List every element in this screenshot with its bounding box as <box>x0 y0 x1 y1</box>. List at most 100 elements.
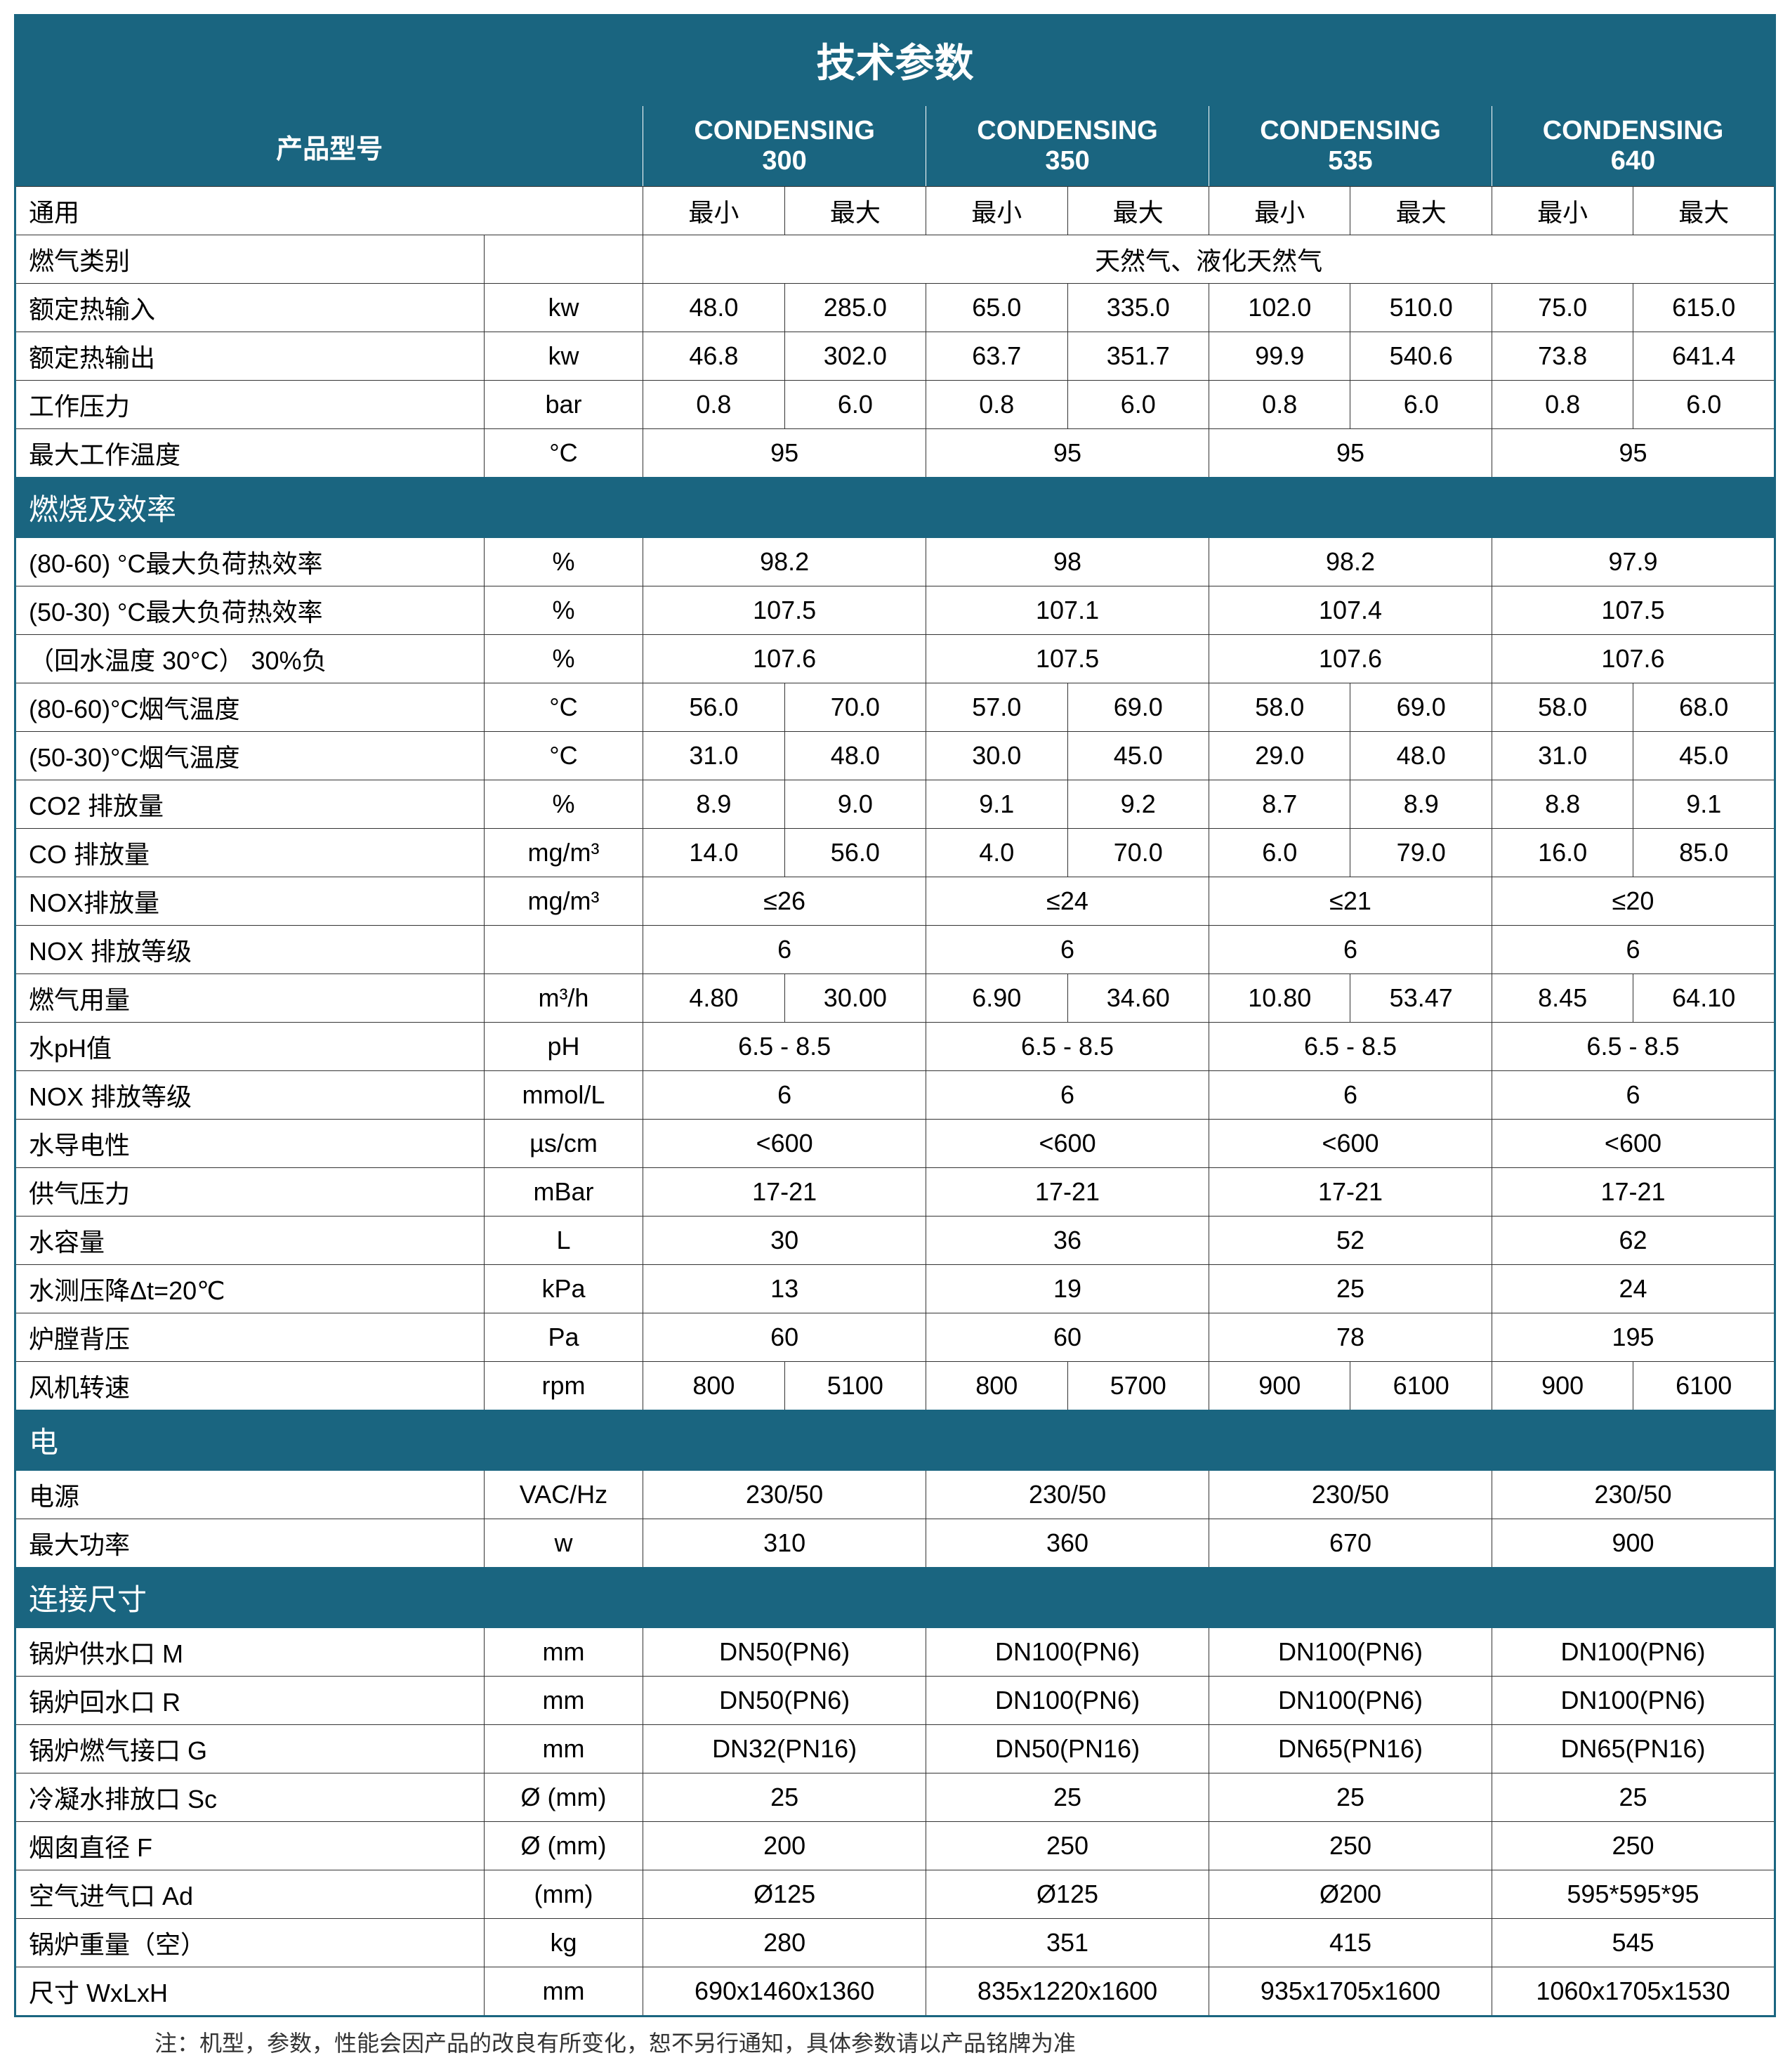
row-value: 30.0 <box>926 732 1067 780</box>
row-value: 8.9 <box>1350 780 1492 829</box>
row-value: 16.0 <box>1492 829 1633 877</box>
row-value: 64.10 <box>1633 974 1775 1023</box>
row-value: 510.0 <box>1350 284 1492 332</box>
row-value: 107.6 <box>643 635 926 683</box>
row-value: 230/50 <box>926 1470 1209 1519</box>
row-value: 9.1 <box>1633 780 1775 829</box>
row-value: 17-21 <box>1209 1168 1492 1217</box>
data-row: 锅炉供水口 MmmDN50(PN6)DN100(PN6)DN100(PN6)DN… <box>15 1627 1775 1677</box>
row-value: 200 <box>643 1822 926 1870</box>
row-value: DN50(PN6) <box>643 1677 926 1725</box>
footnote: 注：机型，参数，性能会因产品的改良有所变化，恕不另行通知，具体参数请以产品铭牌为… <box>14 2026 1776 2058</box>
row-value: 48.0 <box>643 284 784 332</box>
row-value: Ø125 <box>926 1870 1209 1919</box>
row-label: 炉膛背压 <box>15 1313 485 1362</box>
row-unit: Ø (mm) <box>484 1822 643 1870</box>
row-value: 98.2 <box>643 537 926 586</box>
row-label: 燃气用量 <box>15 974 485 1023</box>
row-label: 水导电性 <box>15 1120 485 1168</box>
row-value: DN100(PN6) <box>1492 1627 1775 1677</box>
data-row: 最大功率w310360670900 <box>15 1519 1775 1568</box>
row-label: 风机转速 <box>15 1362 485 1411</box>
row-value: <600 <box>926 1120 1209 1168</box>
row-value: 36 <box>926 1217 1209 1265</box>
general-label: 通用 <box>15 187 643 235</box>
row-value: 58.0 <box>1492 683 1633 732</box>
row-value: 935x1705x1600 <box>1209 1967 1492 2017</box>
row-value: 95 <box>1209 429 1492 478</box>
row-value: 6 <box>926 1071 1209 1120</box>
row-value: 8.9 <box>643 780 784 829</box>
row-value: DN50(PN16) <box>926 1725 1209 1773</box>
row-value: 95 <box>1492 429 1775 478</box>
row-value: 6 <box>1209 926 1492 974</box>
row-unit: Ø (mm) <box>484 1773 643 1822</box>
row-value: <600 <box>643 1120 926 1168</box>
row-value: DN100(PN6) <box>1209 1627 1492 1677</box>
row-value: 70.0 <box>784 683 926 732</box>
row-label: NOX 排放等级 <box>15 926 485 974</box>
data-row: 水导电性µs/cm<600<600<600<600 <box>15 1120 1775 1168</box>
row-value: 6.0 <box>1633 381 1775 429</box>
row-value: 9.1 <box>926 780 1067 829</box>
row-label: （回水温度 30°C） 30%负 <box>15 635 485 683</box>
row-value: 70.0 <box>1067 829 1209 877</box>
row-value: 17-21 <box>926 1168 1209 1217</box>
row-value: 57.0 <box>926 683 1067 732</box>
table-title: 技术参数 <box>15 15 1775 105</box>
row-value: 107.5 <box>1492 586 1775 635</box>
row-value: 46.8 <box>643 332 784 381</box>
gas-type-value: 天然气、液化天然气 <box>643 235 1775 284</box>
row-value: 98 <box>926 537 1209 586</box>
row-value: 60 <box>926 1313 1209 1362</box>
row-value: 85.0 <box>1633 829 1775 877</box>
row-label: (50-30)°C烟气温度 <box>15 732 485 780</box>
row-unit: (mm) <box>484 1870 643 1919</box>
min-label: 最小 <box>926 187 1067 235</box>
row-value: DN65(PN16) <box>1209 1725 1492 1773</box>
row-value: 98.2 <box>1209 537 1492 586</box>
minmax-row: 通用最小最大最小最大最小最大最小最大 <box>15 187 1775 235</box>
row-unit: % <box>484 780 643 829</box>
section-elec-label: 电 <box>15 1411 1775 1470</box>
row-value: 24 <box>1492 1265 1775 1313</box>
data-row: NOX 排放等级6666 <box>15 926 1775 974</box>
row-value: 6.0 <box>1209 829 1350 877</box>
row-value: 310 <box>643 1519 926 1568</box>
row-value: 351.7 <box>1067 332 1209 381</box>
row-label: 工作压力 <box>15 381 485 429</box>
row-value: 14.0 <box>643 829 784 877</box>
row-value: 900 <box>1492 1519 1775 1568</box>
row-value: 30 <box>643 1217 926 1265</box>
row-value: 6.90 <box>926 974 1067 1023</box>
row-value: 195 <box>1492 1313 1775 1362</box>
row-value: DN100(PN6) <box>1492 1677 1775 1725</box>
row-unit: µs/cm <box>484 1120 643 1168</box>
row-value: ≤26 <box>643 877 926 926</box>
row-value: 335.0 <box>1067 284 1209 332</box>
row-value: 6 <box>643 1071 926 1120</box>
row-label: 冷凝水排放口 Sc <box>15 1773 485 1822</box>
data-row: 水pH值pH6.5 - 8.56.5 - 8.56.5 - 8.56.5 - 8… <box>15 1023 1775 1071</box>
row-value: 9.2 <box>1067 780 1209 829</box>
row-value: 900 <box>1209 1362 1350 1411</box>
row-value: 107.1 <box>926 586 1209 635</box>
row-unit <box>484 926 643 974</box>
row-value: 13 <box>643 1265 926 1313</box>
row-value: 230/50 <box>1492 1470 1775 1519</box>
row-value: 9.0 <box>784 780 926 829</box>
max-label: 最大 <box>1633 187 1775 235</box>
row-label: 尺寸 WxLxH <box>15 1967 485 2017</box>
row-label: (80-60) °C最大负荷热效率 <box>15 537 485 586</box>
row-value: DN100(PN6) <box>1209 1677 1492 1725</box>
row-value: 78 <box>1209 1313 1492 1362</box>
data-row: 烟囱直径 FØ (mm)200250250250 <box>15 1822 1775 1870</box>
data-row: 空气进气口 Ad(mm)Ø125Ø125Ø200595*595*95 <box>15 1870 1775 1919</box>
row-value: 0.8 <box>643 381 784 429</box>
row-value: DN100(PN6) <box>926 1627 1209 1677</box>
row-value: 25 <box>1209 1773 1492 1822</box>
row-unit: kw <box>484 332 643 381</box>
row-value: 285.0 <box>784 284 926 332</box>
row-value: 302.0 <box>784 332 926 381</box>
max-label: 最大 <box>784 187 926 235</box>
